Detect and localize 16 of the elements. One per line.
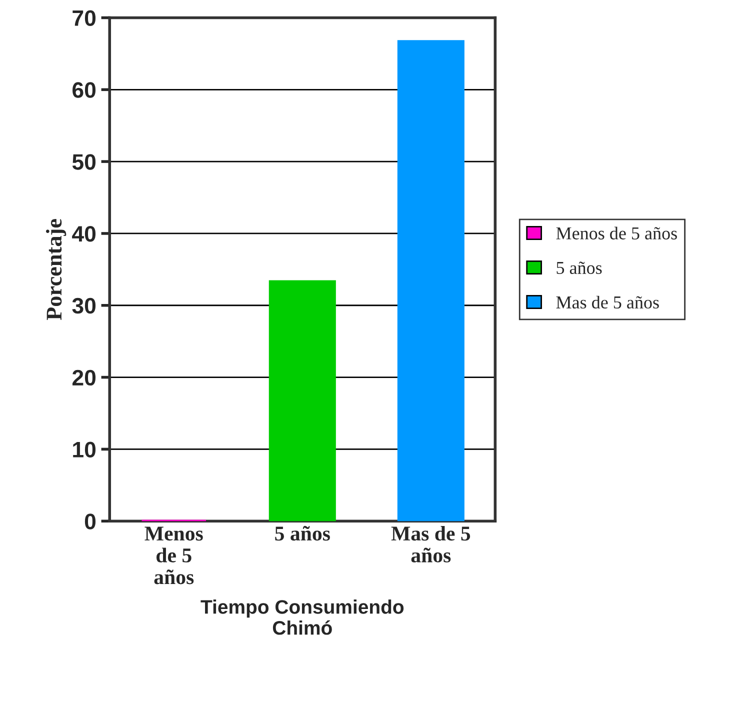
y-tick-label: 60 bbox=[72, 82, 96, 98]
legend-label: 5 años bbox=[556, 262, 602, 274]
y-tick-label: 70 bbox=[72, 10, 96, 26]
x-tick-label: Menos de 5 años bbox=[144, 526, 203, 584]
x-tick-label: Mas de 5 años bbox=[391, 526, 470, 562]
y-tick-label: 10 bbox=[73, 442, 96, 458]
legend-label: Menos de 5 años bbox=[556, 226, 677, 240]
x-axis-title: Tiempo Consumiendo Chimó bbox=[200, 600, 404, 635]
y-tick-label: 50 bbox=[72, 154, 96, 170]
y-tick-label: 40 bbox=[72, 226, 96, 242]
x-tick-label: 5 años bbox=[275, 526, 330, 541]
y-tick-label: 0 bbox=[84, 514, 96, 530]
y-tick-label: 20 bbox=[72, 370, 96, 386]
legend-label: Mas de 5 años bbox=[556, 296, 659, 309]
y-axis-title: Porcentaje bbox=[46, 218, 66, 320]
y-tick-label: 30 bbox=[72, 298, 96, 314]
